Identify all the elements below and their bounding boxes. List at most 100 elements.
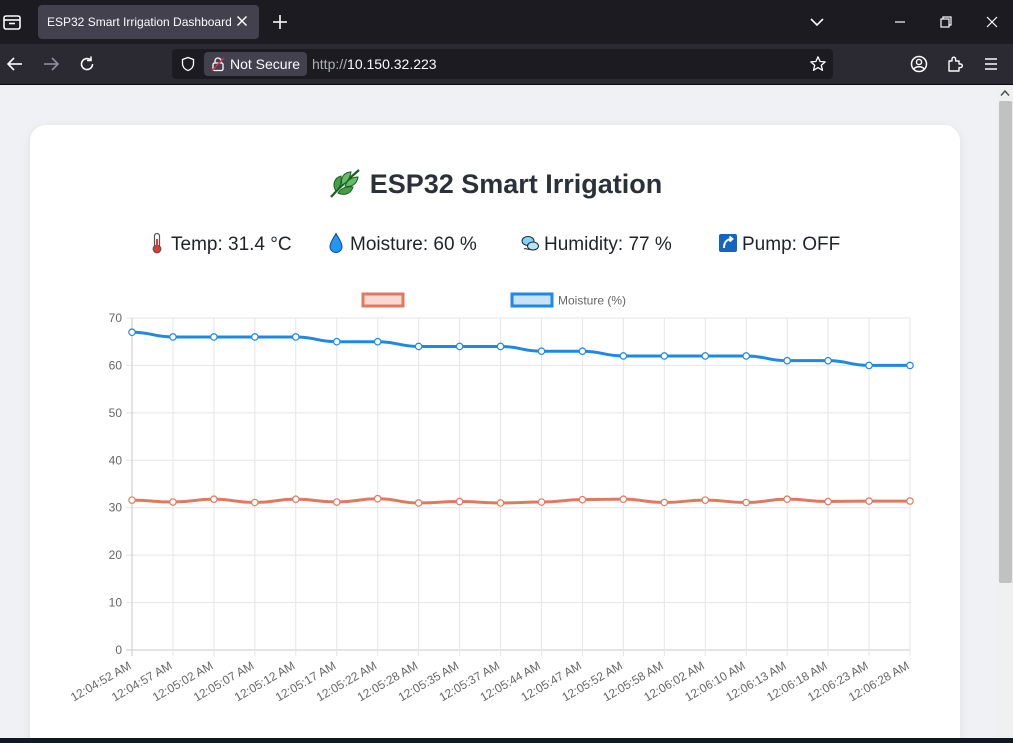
y-tick-label: 70 [109,311,123,325]
y-tick-label: 10 [109,596,123,610]
forward-arrow-icon[interactable] [41,54,61,74]
page-scrollbar[interactable] [997,85,1013,743]
y-axis-ticks: 0 10 20 30 40 50 60 70 [109,311,123,657]
data-point [128,496,136,504]
data-point [619,495,628,503]
data-point [619,352,628,360]
account-icon[interactable] [909,54,929,74]
temp-stat: Temp: 31.4 °C [147,232,292,260]
chart-legend: Moisture (%) [361,292,626,308]
data-point [906,361,914,370]
data-point [373,494,382,503]
data-point [906,497,914,505]
data-point [865,497,873,505]
data-point [742,352,751,360]
data-point [783,495,791,503]
not-secure-label: Not Secure [230,56,301,72]
data-point [291,495,300,503]
bookmark-star-icon[interactable] [809,55,827,73]
browser-titlebar: ESP32 Smart Irrigation Dashboard [0,0,1013,44]
tab-title: ESP32 Smart Irrigation Dashboard [47,15,232,29]
series-line [131,330,910,367]
legend-label: Moisture (%) [558,294,626,308]
data-point [783,356,791,365]
extensions-icon[interactable] [945,54,965,74]
thermometer-icon [152,232,162,254]
url-text[interactable]: http://10.150.32.223 [312,56,437,72]
series-temperature [128,494,914,507]
url-bar[interactable]: Not Secure http://10.150.32.223 [172,49,833,79]
moisture-stat: Moisture: 60 % [326,232,477,260]
data-point [701,352,710,360]
pump-stat: Pump: OFF [718,232,840,260]
moisture-value: Moisture: 60 % [350,234,477,255]
page-title-text: ESP32 Smart Irrigation [369,169,663,199]
data-point [660,352,669,360]
browser-tab[interactable]: ESP32 Smart Irrigation Dashboard [38,5,259,39]
dashboard-card: ESP32 Smart Irrigation Temp: 31.4 °C Moi… [30,125,960,743]
shield-icon[interactable] [180,56,196,72]
legend-swatch [510,292,554,308]
scrollbar-thumb[interactable] [999,101,1012,583]
reload-icon[interactable] [77,54,97,74]
data-point [824,497,832,506]
y-tick-label: 60 [109,358,123,372]
data-point [865,361,873,370]
data-point [210,495,218,503]
herb-leaf-icon [329,169,360,198]
tab-list-icon[interactable] [2,12,22,32]
chart-grid [126,317,911,656]
data-point [332,498,341,506]
y-tick-label: 50 [109,406,123,420]
data-point [537,498,546,506]
os-taskbar-edge [0,738,1013,743]
security-indicator[interactable]: Not Secure [204,52,307,76]
menu-hamburger-icon[interactable] [981,54,1001,74]
stats-row: Temp: 31.4 °C Moisture: 60 % Humidity: 7… [30,232,960,260]
data-point [414,342,423,351]
data-point [210,333,218,341]
humidity-cloud-icon [521,236,539,251]
y-tick-label: 30 [109,501,123,515]
data-point [251,498,259,507]
legend-swatch [361,292,405,308]
chevron-down-icon[interactable] [807,12,827,32]
pump-tap-icon [719,234,737,252]
data-point [169,498,177,506]
data-point [496,499,505,507]
scroll-up-arrow-icon[interactable] [1000,89,1010,97]
pump-value: Pump: OFF [742,234,841,255]
data-point [251,333,259,341]
data-point [537,347,546,355]
url-scheme: http:// [312,56,348,72]
data-point [496,342,505,351]
minimize-icon[interactable] [890,12,910,32]
temp-value: Temp: 31.4 °C [171,234,292,255]
data-point [660,498,669,507]
restore-icon[interactable] [936,12,956,32]
data-point [455,497,464,506]
y-tick-label: 0 [115,643,122,657]
data-point [578,495,587,504]
humidity-stat: Humidity: 77 % [520,232,672,260]
data-point [578,347,587,355]
data-point [169,333,177,341]
sensor-line-chart: Moisture (%) 0 10 20 30 40 50 60 70 12:04:52 AM… [68,292,914,704]
data-point [824,356,832,365]
data-point [742,498,751,507]
page-viewport: ESP32 Smart Irrigation Temp: 31.4 °C Moi… [0,85,997,743]
insecure-lock-icon [211,57,225,72]
data-point [332,337,341,346]
chart-series [128,328,914,507]
page-title: ESP32 Smart Irrigation [30,167,960,200]
data-point [701,496,710,504]
series-line [131,497,910,505]
back-arrow-icon[interactable] [5,54,25,74]
water-drop-icon [329,232,343,253]
close-icon[interactable] [233,12,251,30]
url-host: 10.150.32.223 [347,56,437,72]
data-point [291,333,300,341]
window-close-icon[interactable] [982,12,1002,32]
new-tab-icon[interactable] [270,12,290,32]
